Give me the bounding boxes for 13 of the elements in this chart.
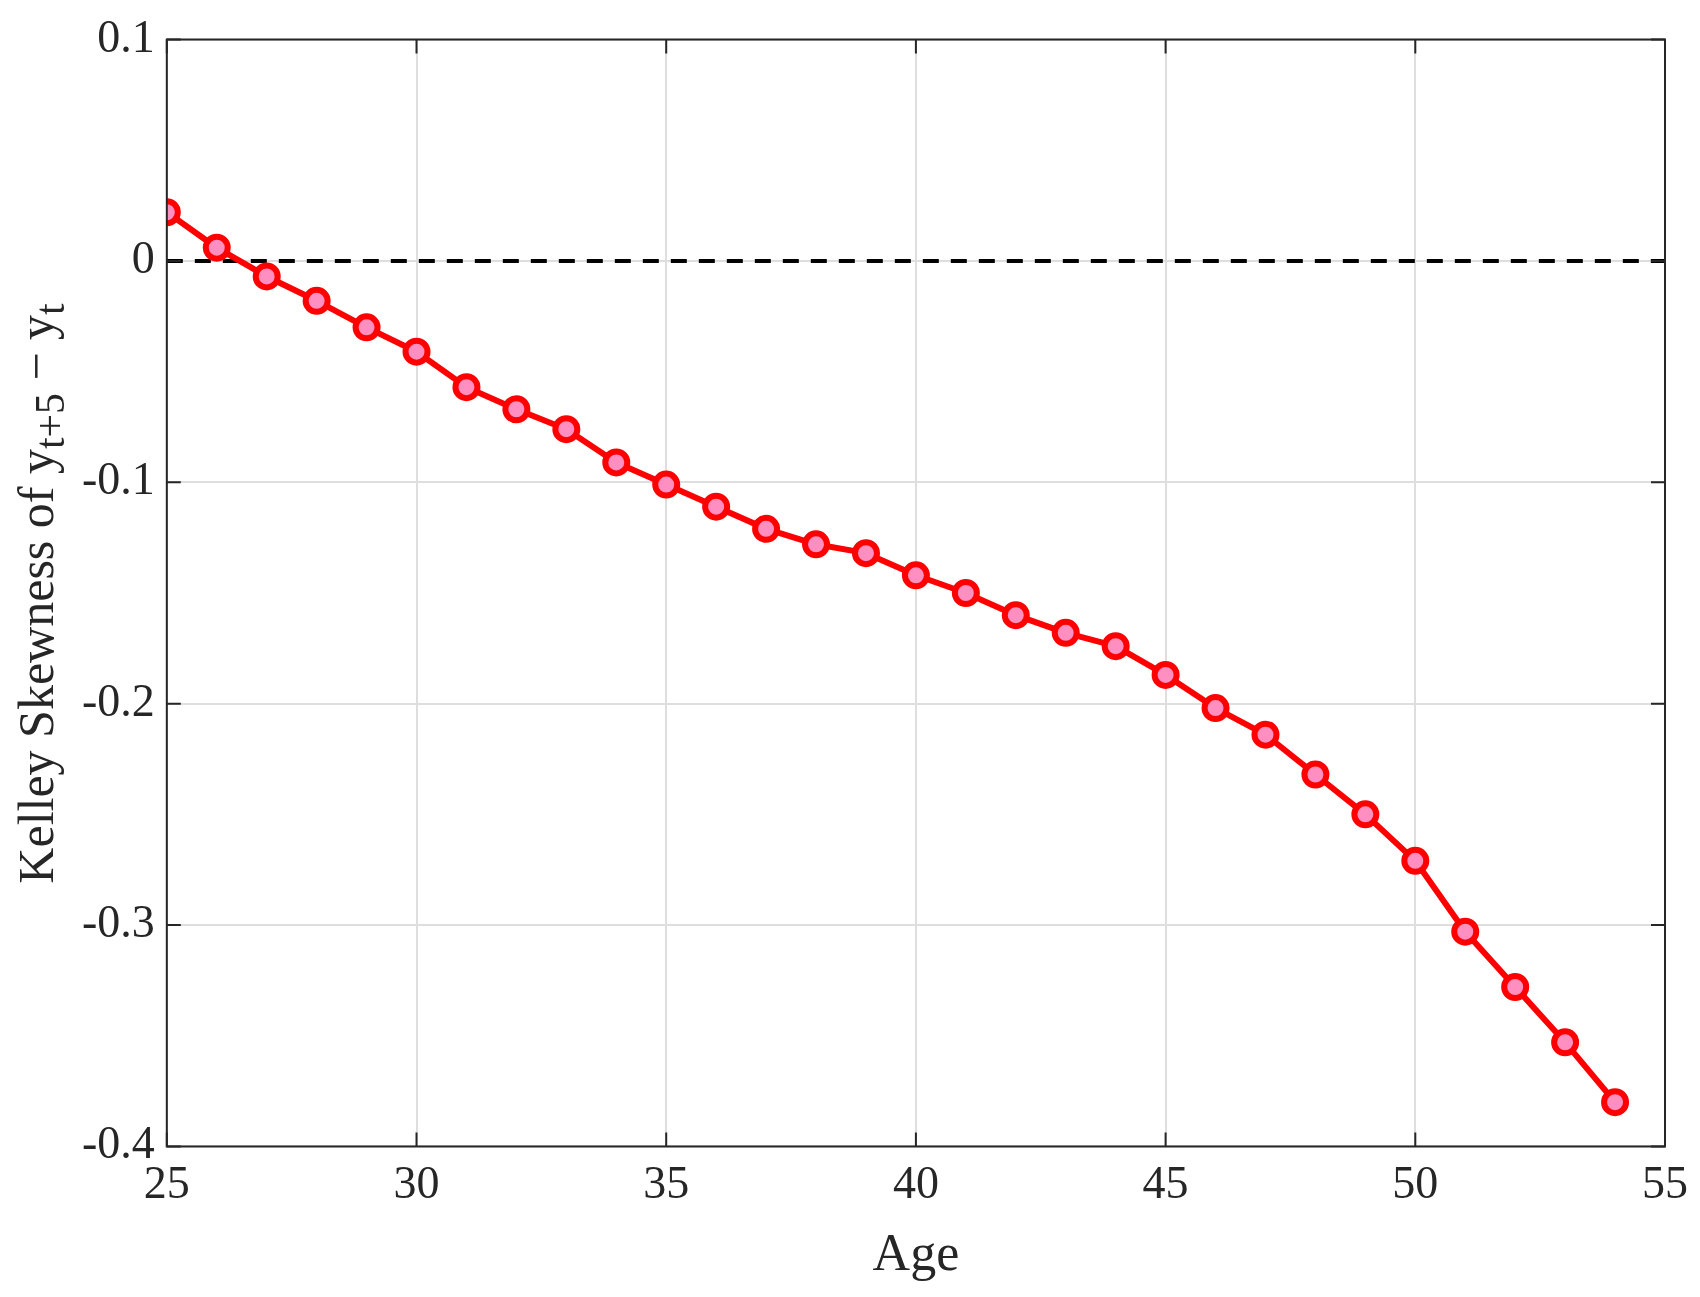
x-tick-label: 55: [1642, 1157, 1688, 1209]
x-tick-label: 40: [892, 1157, 939, 1209]
x-tick-label: 30: [393, 1157, 440, 1209]
y-tick-label: -0.1: [81, 453, 155, 505]
y-tick-label: 0: [131, 232, 155, 284]
y-tick-label: 0.1: [97, 10, 155, 62]
y-tick-label: -0.2: [81, 674, 155, 726]
x-tick-label: 25: [143, 1157, 190, 1209]
x-tick-label: 35: [643, 1157, 690, 1209]
x-tick-label: 50: [1392, 1157, 1439, 1209]
x-tick-label: 45: [1142, 1157, 1189, 1209]
x-axis-title: Age: [872, 1224, 960, 1282]
y-tick-label: -0.3: [81, 896, 155, 948]
